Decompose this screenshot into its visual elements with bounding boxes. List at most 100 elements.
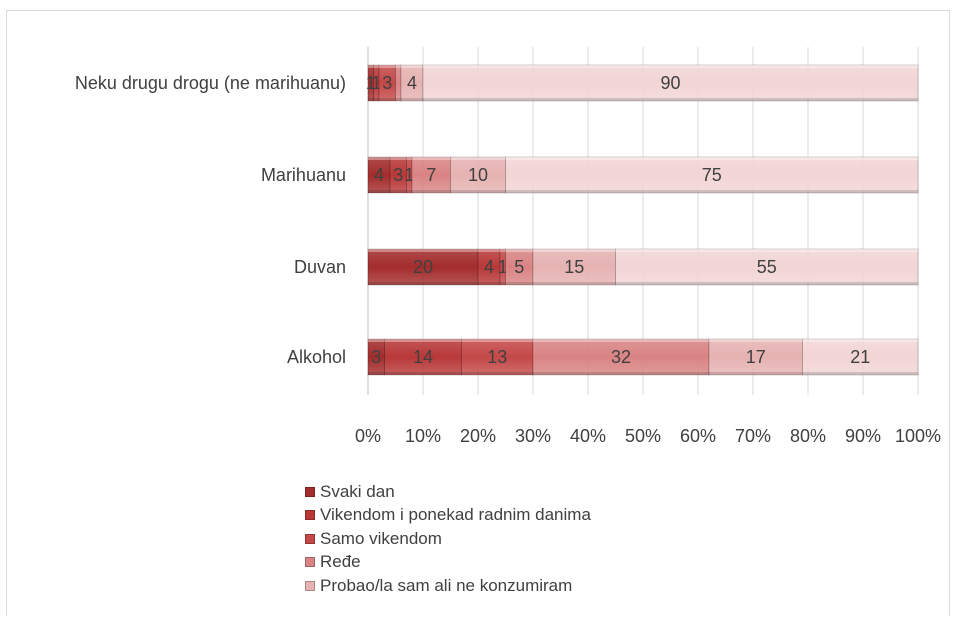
bar-segment-bevel (406, 190, 412, 193)
data-label: 21 (850, 347, 870, 367)
legend-label: Svaki dan (320, 481, 395, 501)
x-tick-label: 30% (515, 426, 551, 446)
bar-segment-bevel (373, 98, 379, 101)
bar-segment-bevel (379, 65, 396, 68)
data-label: 1 (366, 73, 376, 93)
bar-segment-bevel (478, 282, 500, 285)
bar-segment-bevel (368, 372, 385, 375)
bar-segment-bevel (505, 249, 533, 252)
data-label: 17 (746, 347, 766, 367)
bar-group: 3 14 13 32 17 21 (367, 338, 919, 376)
x-tick-label: 70% (735, 426, 771, 446)
bar-segment-bevel (368, 190, 390, 193)
bar-segment (461, 338, 534, 376)
bar-segment-bevel (461, 339, 533, 342)
x-tick-label: 60% (680, 426, 716, 446)
bar-segment-bevel (368, 249, 478, 252)
data-label: 5 (514, 257, 524, 277)
bar-segment-bevel (615, 249, 918, 252)
bar-segment-bevel (373, 65, 379, 68)
category-label: Alkohol (287, 347, 346, 367)
bar-segment-bevel (384, 372, 462, 375)
bar-segment (505, 156, 919, 194)
bar-segment-bevel (500, 249, 506, 252)
legend-item: Svaki dan (305, 480, 591, 504)
data-label: 3 (393, 165, 403, 185)
legend-label: Probao/la sam ali ne konzumiram (320, 575, 573, 595)
category-label: Marihuanu (261, 165, 346, 185)
bar-segment-bevel (379, 98, 396, 101)
bar-group: 20 4 1 5 15 55 (367, 248, 919, 286)
bar-segment-bevel (423, 98, 918, 101)
legend-label: Vikendom i ponekad radnim danima (320, 505, 591, 525)
data-label: 3 (371, 347, 381, 367)
data-label: 90 (660, 73, 680, 93)
legend-swatch (305, 486, 315, 497)
bar-segment-bevel (450, 157, 506, 160)
bar-segment (802, 338, 919, 376)
bar-segment-bevel (450, 190, 506, 193)
data-label: 3 (382, 73, 392, 93)
x-tick-label: 100% (895, 426, 941, 446)
bar-segment-bevel (412, 157, 451, 160)
data-label: 75 (702, 165, 722, 185)
data-label: 15 (564, 257, 584, 277)
bar-segment-bevel (500, 282, 506, 285)
x-tick-label: 20% (460, 426, 496, 446)
data-label: 32 (611, 347, 631, 367)
data-label: 1 (404, 165, 414, 185)
bar-segment-bevel (401, 98, 423, 101)
bar-segment-bevel (505, 282, 533, 285)
bar-segment (532, 248, 616, 286)
x-tick-label: 0% (355, 426, 381, 446)
legend-item: Ređe (305, 551, 591, 575)
bar-segment-bevel (412, 190, 451, 193)
data-label: 4 (374, 165, 384, 185)
bar-group: 11 3 4 90 (366, 64, 919, 102)
bar-segment-bevel (395, 98, 401, 101)
bar-segment-bevel (709, 372, 803, 375)
bar-segment (505, 248, 534, 286)
bar-segment-bevel (533, 372, 709, 375)
data-label: 10 (468, 165, 488, 185)
bar-segment-bevel (390, 190, 407, 193)
legend-item: Probao/la sam ali ne konzumiram (305, 574, 591, 598)
bar-segment (615, 248, 919, 286)
bar-segment (395, 64, 402, 102)
bar-segment-bevel (802, 339, 918, 342)
bar-segment (384, 338, 462, 376)
bar-segment-bevel (368, 282, 478, 285)
x-tick-label: 40% (570, 426, 606, 446)
chart-frame (6, 10, 950, 616)
bar-segment-bevel (802, 372, 918, 375)
bar-segment-bevel (478, 249, 500, 252)
bar-segment (411, 156, 451, 194)
bar-segment-bevel (368, 65, 374, 68)
data-label: 13 (487, 347, 507, 367)
bar-segment-bevel (533, 339, 709, 342)
legend-label: Ređe (320, 552, 361, 572)
bar-segment-bevel (533, 282, 616, 285)
bar-segment-bevel (615, 282, 918, 285)
legend: Svaki dan Vikendom i ponekad radnim danim… (305, 480, 591, 598)
data-label: 4 (407, 73, 417, 93)
bar-segment-bevel (423, 65, 918, 68)
legend-swatch (305, 557, 315, 568)
bar-segment-bevel (390, 157, 407, 160)
category-label: Duvan (294, 257, 346, 277)
bar-group: 4 3 1 7 10 75 (367, 156, 919, 194)
data-label: 1 (498, 257, 508, 277)
bar-segment-bevel (368, 339, 385, 342)
data-label: 55 (757, 257, 777, 277)
x-tick-label: 10% (405, 426, 441, 446)
data-label: 20 (413, 257, 433, 277)
data-label: 7 (426, 165, 436, 185)
bar-segment-bevel (401, 65, 423, 68)
bar-segment-bevel (505, 190, 918, 193)
bar-segment-bevel (461, 372, 533, 375)
bar-segment-bevel (384, 339, 462, 342)
legend-label: Samo vikendom (320, 528, 442, 548)
bar-segment-bevel (395, 65, 401, 68)
data-label: 1 (371, 73, 381, 93)
